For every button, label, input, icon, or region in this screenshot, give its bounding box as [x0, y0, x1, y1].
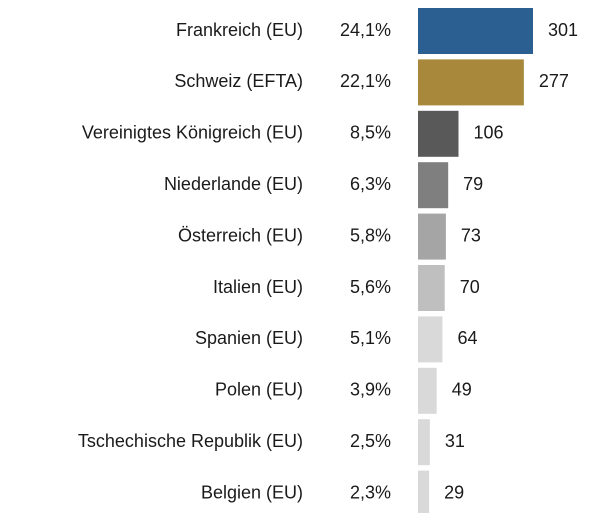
bar [418, 316, 443, 363]
share-label: 6,3% [350, 174, 391, 194]
category-label: Polen (EU) [215, 380, 303, 400]
bar [418, 470, 430, 513]
value-label: 79 [463, 174, 483, 194]
bar [418, 265, 445, 311]
category-label: Schweiz (EFTA) [174, 71, 303, 91]
value-label: 31 [445, 431, 465, 451]
bar [418, 419, 430, 466]
bar [418, 162, 449, 209]
share-label: 2,5% [350, 431, 391, 451]
share-label: 3,9% [350, 380, 391, 400]
category-label: Tschechische Republik (EU) [78, 431, 303, 451]
category-label: Frankreich (EU) [176, 20, 303, 40]
value-label: 29 [444, 482, 464, 502]
value-label: 301 [548, 20, 578, 40]
category-label: Spanien (EU) [195, 328, 303, 348]
value-label: 106 [473, 123, 503, 143]
value-label: 49 [452, 380, 472, 400]
share-label: 5,8% [350, 225, 391, 245]
bar [418, 59, 524, 106]
category-label: Niederlande (EU) [164, 174, 303, 194]
category-label: Vereinigtes Königreich (EU) [82, 123, 303, 143]
value-label: 73 [461, 225, 481, 245]
category-label: Österreich (EU) [178, 225, 303, 245]
share-label: 5,6% [350, 277, 391, 297]
bar [418, 213, 446, 260]
share-label: 24,1% [340, 20, 391, 40]
share-label: 22,1% [340, 71, 391, 91]
share-label: 5,1% [350, 328, 391, 348]
value-label: 277 [539, 71, 569, 91]
category-label: Italien (EU) [213, 277, 303, 297]
share-label: 2,3% [350, 482, 391, 502]
bar [418, 110, 459, 157]
value-label: 70 [460, 277, 480, 297]
share-label: 8,5% [350, 123, 391, 143]
bar [418, 8, 533, 54]
value-label: 64 [457, 328, 477, 348]
bar [418, 367, 437, 414]
category-label: Belgien (EU) [201, 482, 303, 502]
